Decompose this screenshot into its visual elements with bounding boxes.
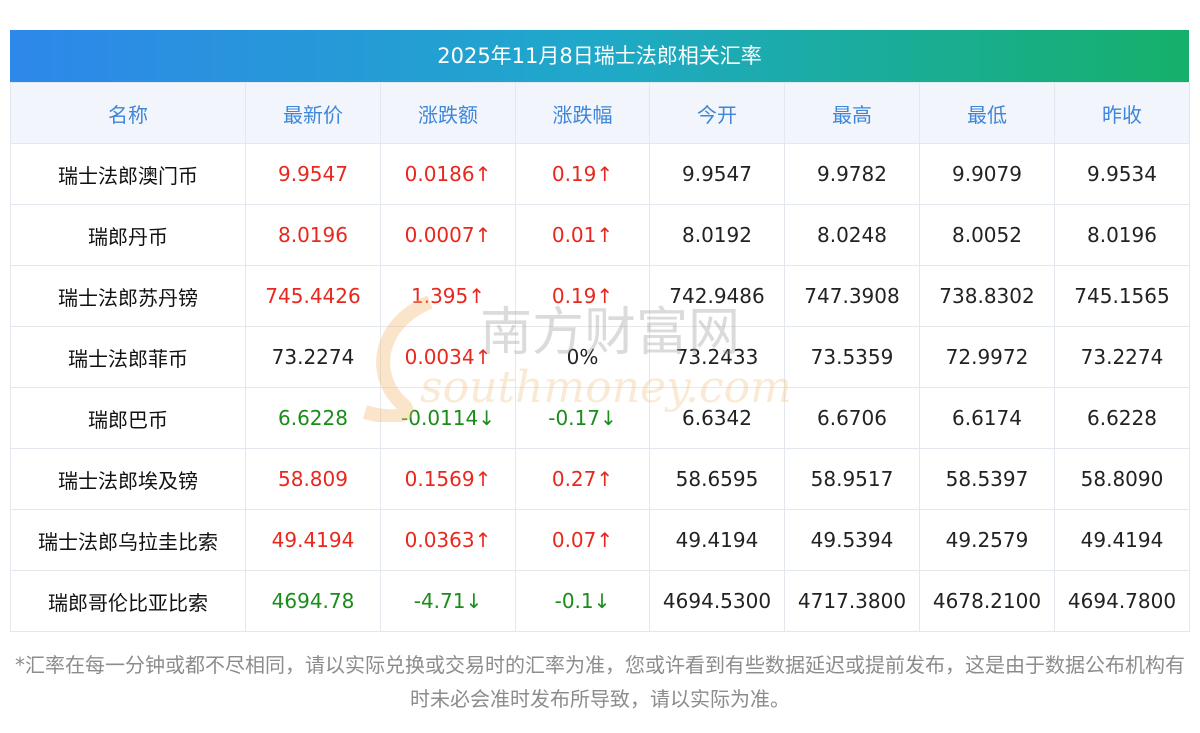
cell-change: -0.0114↓ [380, 387, 516, 449]
cell-prev: 8.0196 [1054, 204, 1190, 266]
cell-latest: 8.0196 [245, 204, 381, 266]
cell-low: 58.5397 [919, 448, 1055, 510]
cell-name: 瑞郎哥伦比亚比索 [10, 570, 246, 632]
column-header-prev: 昨收 [1054, 82, 1190, 144]
cell-change: -4.71↓ [380, 570, 516, 632]
column-header-low: 最低 [919, 82, 1055, 144]
cell-prev: 4694.7800 [1054, 570, 1190, 632]
cell-pct: 0.01↑ [515, 204, 650, 266]
cell-high: 8.0248 [784, 204, 920, 266]
cell-latest: 4694.78 [245, 570, 381, 632]
cell-high: 747.3908 [784, 265, 920, 327]
table-row: 瑞郎哥伦比亚比索 4694.78 -4.71↓ -0.1↓ 4694.5300 4717.… [10, 570, 1190, 632]
cell-pct: -0.17↓ [515, 387, 650, 449]
cell-low: 738.8302 [919, 265, 1055, 327]
cell-latest: 58.809 [245, 448, 381, 510]
cell-high: 49.5394 [784, 509, 920, 571]
cell-change: 0.0186↑ [380, 143, 516, 205]
cell-open: 742.9486 [649, 265, 785, 327]
cell-prev: 58.8090 [1054, 448, 1190, 510]
cell-change: 0.0034↑ [380, 326, 516, 388]
column-header-open: 今开 [649, 82, 785, 144]
table-row: 瑞郎丹币 8.0196 0.0007↑ 0.01↑ 8.0192 8.0248 8.0052… [10, 204, 1190, 266]
cell-prev: 6.6228 [1054, 387, 1190, 449]
cell-latest: 6.6228 [245, 387, 381, 449]
cell-pct: 0.27↑ [515, 448, 650, 510]
cell-low: 8.0052 [919, 204, 1055, 266]
rates-table: 名称 最新价 涨跌额 涨跌幅 今开 最高 最低 昨收 瑞士法郎澳门币 9.9547… [10, 82, 1190, 632]
column-header-pct: 涨跌幅 [515, 82, 650, 144]
cell-high: 6.6706 [784, 387, 920, 449]
table-title: 2025年11月8日瑞士法郎相关汇率 [10, 30, 1189, 82]
table-row: 瑞士法郎菲币 73.2274 0.0034↑ 0% 73.2433 73.5359 72.9… [10, 326, 1190, 388]
cell-high: 4717.3800 [784, 570, 920, 632]
cell-pct: 0% [515, 326, 650, 388]
column-header-high: 最高 [784, 82, 920, 144]
cell-name: 瑞士法郎苏丹镑 [10, 265, 246, 327]
cell-high: 9.9782 [784, 143, 920, 205]
cell-low: 72.9972 [919, 326, 1055, 388]
table-row: 瑞士法郎澳门币 9.9547 0.0186↑ 0.19↑ 9.9547 9.9782 9.9… [10, 143, 1190, 205]
cell-high: 58.9517 [784, 448, 920, 510]
cell-name: 瑞郎巴币 [10, 387, 246, 449]
cell-name: 瑞士法郎乌拉圭比索 [10, 509, 246, 571]
cell-pct: 0.19↑ [515, 265, 650, 327]
cell-name: 瑞郎丹币 [10, 204, 246, 266]
cell-prev: 49.4194 [1054, 509, 1190, 571]
table-row: 瑞郎巴币 6.6228 -0.0114↓ -0.17↓ 6.6342 6.6706 6.61… [10, 387, 1190, 449]
cell-low: 49.2579 [919, 509, 1055, 571]
cell-pct: 0.19↑ [515, 143, 650, 205]
cell-name: 瑞士法郎澳门币 [10, 143, 246, 205]
cell-pct: 0.07↑ [515, 509, 650, 571]
disclaimer-note: *汇率在每一分钟或都不尽相同，请以实际兑换或交易时的汇率为准，您或许看到有些数据… [15, 653, 1185, 711]
cell-latest: 73.2274 [245, 326, 381, 388]
header-row: 名称 最新价 涨跌额 涨跌幅 今开 最高 最低 昨收 [10, 82, 1190, 144]
cell-open: 6.6342 [649, 387, 785, 449]
cell-latest: 745.4426 [245, 265, 381, 327]
column-header-name: 名称 [10, 82, 246, 144]
cell-change: 1.395↑ [380, 265, 516, 327]
cell-change: 0.0007↑ [380, 204, 516, 266]
cell-prev: 9.9534 [1054, 143, 1190, 205]
cell-low: 6.6174 [919, 387, 1055, 449]
table-row: 瑞士法郎乌拉圭比索 49.4194 0.0363↑ 0.07↑ 49.4194 49.53… [10, 509, 1190, 571]
cell-open: 58.6595 [649, 448, 785, 510]
cell-change: 0.0363↑ [380, 509, 516, 571]
rate-panel: 2025年11月8日瑞士法郎相关汇率 名称 最新价 涨跌额 涨跌幅 今开 最高 … [10, 30, 1190, 632]
cell-latest: 49.4194 [245, 509, 381, 571]
cell-name: 瑞士法郎菲币 [10, 326, 246, 388]
cell-change: 0.1569↑ [380, 448, 516, 510]
cell-open: 8.0192 [649, 204, 785, 266]
table-row: 瑞士法郎埃及镑 58.809 0.1569↑ 0.27↑ 58.6595 58.9517 5… [10, 448, 1190, 510]
cell-pct: -0.1↓ [515, 570, 650, 632]
column-header-change: 涨跌额 [380, 82, 516, 144]
cell-low: 4678.2100 [919, 570, 1055, 632]
cell-open: 73.2433 [649, 326, 785, 388]
cell-open: 49.4194 [649, 509, 785, 571]
table-row: 瑞士法郎苏丹镑 745.4426 1.395↑ 0.19↑ 742.9486 747.39… [10, 265, 1190, 327]
column-header-latest: 最新价 [245, 82, 381, 144]
cell-name: 瑞士法郎埃及镑 [10, 448, 246, 510]
cell-open: 9.9547 [649, 143, 785, 205]
cell-open: 4694.5300 [649, 570, 785, 632]
cell-high: 73.5359 [784, 326, 920, 388]
cell-prev: 73.2274 [1054, 326, 1190, 388]
cell-prev: 745.1565 [1054, 265, 1190, 327]
cell-latest: 9.9547 [245, 143, 381, 205]
cell-low: 9.9079 [919, 143, 1055, 205]
